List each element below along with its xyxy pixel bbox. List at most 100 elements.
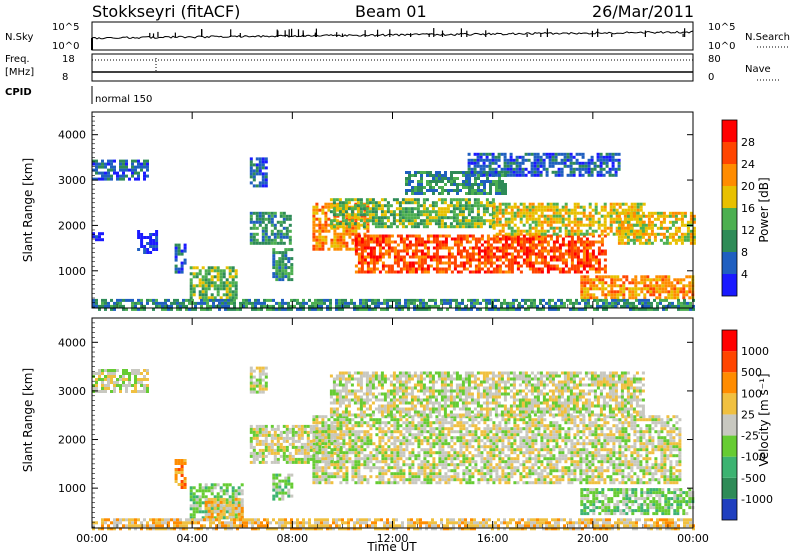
velocity-echo-cell (348, 442, 352, 446)
power-echo-cell (516, 229, 520, 233)
power-echo-cell (456, 189, 459, 192)
power-echo-cell (482, 222, 486, 226)
power-echo-cell (495, 186, 498, 189)
power-echo-cell (189, 266, 193, 270)
power-echo-cell (411, 249, 415, 253)
velocity-echo-cell (240, 500, 244, 504)
power-echo-cell (318, 226, 322, 230)
power-echo-cell (569, 161, 573, 165)
power-echo-cell (434, 213, 438, 217)
power-echo-cell (287, 248, 291, 252)
velocity-echo-cell (234, 506, 238, 510)
velocity-echo-cell (312, 478, 316, 482)
power-echo-cell (586, 275, 590, 279)
power-echo-cell (647, 226, 651, 230)
power-echo-cell (516, 255, 520, 259)
velocity-echo-cell (231, 512, 235, 516)
power-echo-cell (357, 240, 361, 244)
power-echo-cell (453, 258, 457, 262)
velocity-echo-cell (288, 436, 292, 440)
power-echo-cell (634, 284, 638, 288)
velocity-echo-cell (231, 489, 235, 493)
velocity-echo-cell (222, 489, 226, 493)
power-echo-cell (471, 234, 475, 238)
power-echo-cell (576, 232, 580, 236)
power-echo-cell (588, 202, 592, 206)
power-echo-cell (204, 296, 208, 300)
power-echo-cell (473, 152, 477, 156)
power-echo-cell (561, 240, 565, 244)
power-echo-cell (152, 298, 155, 302)
power-echo-cell (464, 216, 468, 220)
velocity-echo-cell (315, 442, 319, 446)
velocity-echo-cell (249, 387, 253, 391)
power-echo-cell (540, 267, 544, 271)
power-echo-cell (676, 293, 680, 297)
power-echo-cell (576, 217, 580, 221)
power-echo-cell (384, 264, 388, 268)
power-echo-cell (441, 192, 444, 195)
power-echo-cell (381, 246, 385, 250)
power-echo-cell (279, 238, 283, 242)
power-echo-cell (626, 214, 630, 218)
beam-title: Beam 01 (355, 2, 427, 21)
velocity-echo-cell (264, 454, 268, 458)
power-echo-cell (491, 307, 494, 311)
power-echo-cell (174, 255, 178, 259)
power-echo-cell (461, 207, 465, 211)
power-echo-cell (384, 270, 388, 274)
power-echo-cell (401, 307, 404, 311)
power-echo-cell (401, 304, 404, 308)
power-echo-cell (336, 238, 340, 242)
power-echo-cell (506, 164, 510, 168)
power-echo-cell (555, 205, 559, 209)
power-echo-cell (344, 210, 348, 214)
power-echo-cell (591, 217, 595, 221)
velocity-echo-cell (104, 387, 107, 390)
power-echo-cell (122, 307, 125, 311)
power-echo-cell (600, 223, 604, 227)
power-echo-cell (401, 213, 405, 217)
power-echo-cell (632, 235, 636, 239)
power-echo-cell (206, 298, 209, 302)
power-echo-cell (661, 284, 665, 288)
power-echo-cell (558, 246, 562, 250)
power-echo-cell (545, 167, 549, 171)
power-echo-cell (531, 232, 535, 236)
power-echo-cell (546, 252, 550, 256)
velocity-echo-cell (339, 469, 343, 473)
power-echo-cell (551, 304, 554, 308)
power-echo-cell (507, 217, 511, 221)
power-echo-cell (582, 246, 586, 250)
power-echo-cell (646, 275, 650, 279)
power-echo-cell (483, 255, 487, 259)
power-echo-cell (634, 275, 638, 279)
power-echo-cell (359, 201, 363, 205)
power-echo-cell (658, 284, 662, 288)
power-echo-cell (402, 261, 406, 265)
velocity-echo-cell (312, 451, 316, 455)
power-echo-cell (372, 246, 376, 250)
power-echo-cell (122, 168, 125, 172)
power-echo-cell (507, 226, 511, 230)
power-echo-cell (525, 220, 529, 224)
power-echo-cell (576, 258, 580, 262)
power-echo-cell (546, 264, 550, 268)
power-echo-cell (686, 229, 690, 233)
power-echo-cell (576, 202, 580, 206)
velocity-echo-cell (95, 378, 98, 381)
power-echo-cell (155, 304, 158, 308)
power-echo-cell (344, 304, 347, 308)
power-echo-cell (617, 152, 621, 156)
power-echo-cell (408, 183, 411, 186)
power-echo-cell (524, 167, 528, 171)
power-echo-cell (395, 225, 399, 229)
power-echo-cell (546, 270, 550, 274)
power-echo-cell (513, 211, 517, 215)
velocity-echo-cell (116, 369, 119, 372)
power-echo-cell (470, 307, 473, 311)
power-echo-cell (534, 217, 538, 221)
velocity-echo-cell (270, 442, 274, 446)
power-echo-cell (354, 240, 358, 244)
power-echo-cell (414, 243, 418, 247)
